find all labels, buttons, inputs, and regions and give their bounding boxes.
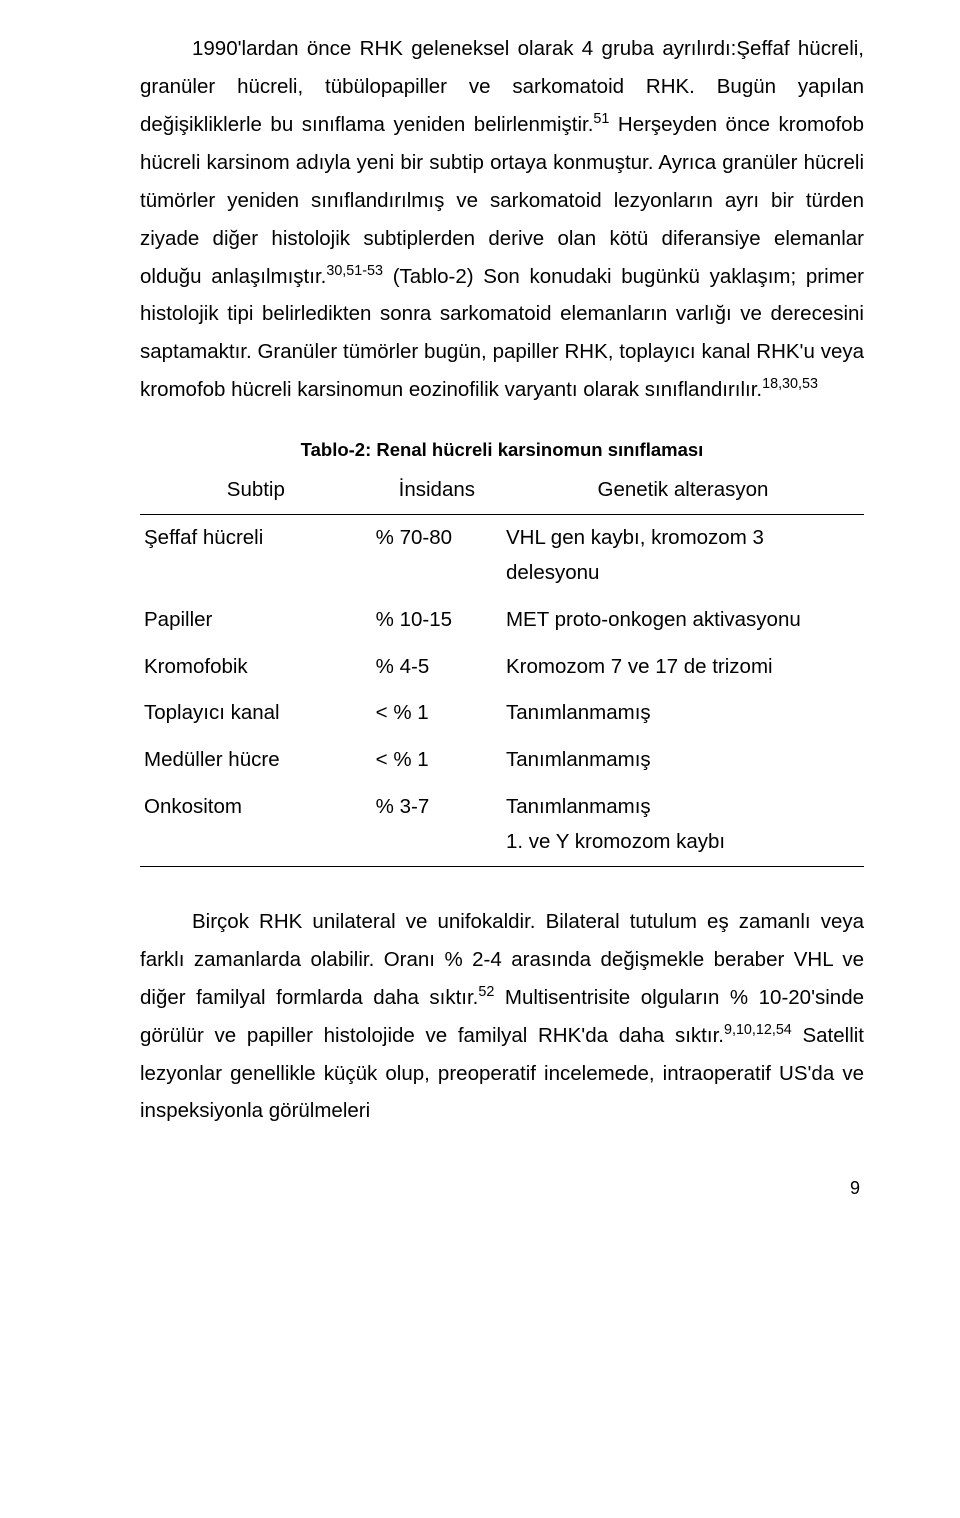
- table-row: Şeffaf hücreli % 70-80 VHL gen kaybı, kr…: [140, 515, 864, 597]
- cell-subtype: Onkositom: [140, 784, 372, 866]
- citation-ref: 51: [593, 111, 609, 127]
- cell-incidence: % 4-5: [372, 644, 502, 691]
- table-row: Onkositom % 3-7 Tanımlanmamış 1. ve Y kr…: [140, 784, 864, 866]
- cell-genetic: Kromozom 7 ve 17 de trizomi: [502, 644, 864, 691]
- table-row: Kromofobik % 4-5 Kromozom 7 ve 17 de tri…: [140, 644, 864, 691]
- cell-subtype: Papiller: [140, 597, 372, 644]
- citation-ref: 9,10,12,54: [724, 1022, 792, 1038]
- paragraph-1: 1990'lardan önce RHK geleneksel olarak 4…: [140, 30, 864, 409]
- cell-incidence: % 70-80: [372, 515, 502, 597]
- table-header-row: Subtip İnsidans Genetik alterasyon: [140, 467, 864, 514]
- cell-genetic: Tanımlanmamış: [502, 690, 864, 737]
- table-header-subtype: Subtip: [140, 467, 372, 514]
- cell-incidence: % 3-7: [372, 784, 502, 866]
- cell-subtype: Şeffaf hücreli: [140, 515, 372, 597]
- document-page: 1990'lardan önce RHK geleneksel olarak 4…: [0, 0, 960, 1229]
- cell-incidence: < % 1: [372, 690, 502, 737]
- p1-segment-2: Herşeyden önce kromofob hücreli karsinom…: [140, 113, 864, 288]
- classification-table: Subtip İnsidans Genetik alterasyon Şeffa…: [140, 467, 864, 867]
- table-title: Tablo-2: Renal hücreli karsinomun sınıfl…: [140, 439, 864, 461]
- page-number: 9: [140, 1178, 864, 1199]
- cell-genetic: VHL gen kaybı, kromozom 3 delesyonu: [502, 515, 864, 597]
- cell-incidence: < % 1: [372, 737, 502, 784]
- cell-incidence: % 10-15: [372, 597, 502, 644]
- citation-ref: 30,51-53: [326, 263, 383, 279]
- cell-genetic: Tanımlanmamış: [502, 737, 864, 784]
- paragraph-2: Birçok RHK unilateral ve unifokaldir. Bi…: [140, 903, 864, 1131]
- table-header-incidence: İnsidans: [372, 467, 502, 514]
- cell-subtype: Kromofobik: [140, 644, 372, 691]
- table-row: Medüller hücre < % 1 Tanımlanmamış: [140, 737, 864, 784]
- cell-genetic: MET proto-onkogen aktivasyonu: [502, 597, 864, 644]
- cell-genetic: Tanımlanmamış 1. ve Y kromozom kaybı: [502, 784, 864, 866]
- citation-ref: 52: [478, 984, 494, 1000]
- table-row: Papiller % 10-15 MET proto-onkogen aktiv…: [140, 597, 864, 644]
- table-row: Toplayıcı kanal < % 1 Tanımlanmamış: [140, 690, 864, 737]
- cell-subtype: Medüller hücre: [140, 737, 372, 784]
- cell-subtype: Toplayıcı kanal: [140, 690, 372, 737]
- table-header-genetic: Genetik alterasyon: [502, 467, 864, 514]
- citation-ref: 18,30,53: [762, 376, 818, 392]
